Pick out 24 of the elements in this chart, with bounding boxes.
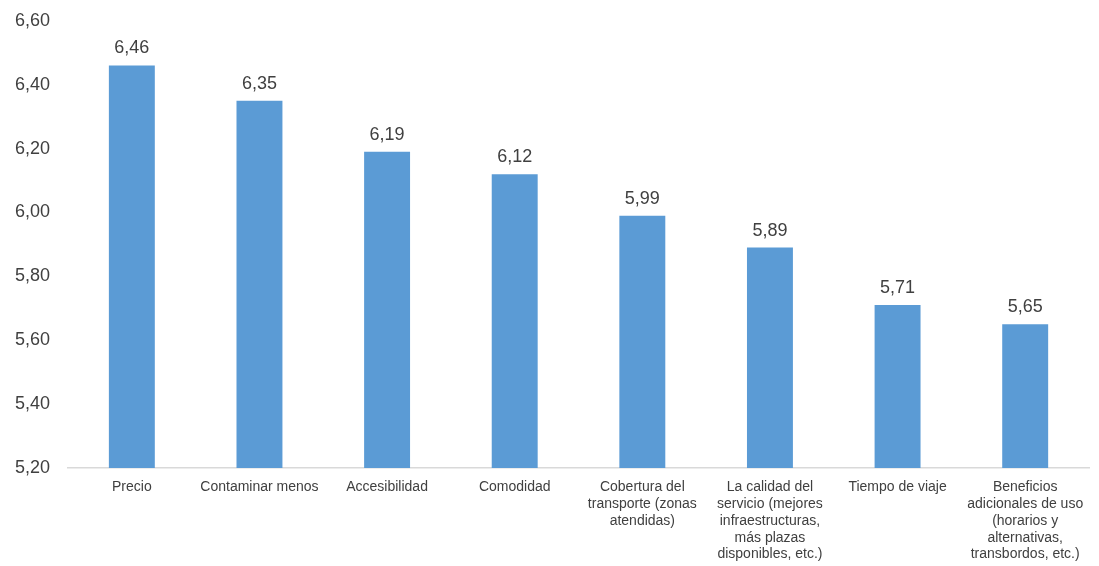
x-tick-label: Precio	[112, 478, 152, 495]
y-tick-label: 6,00	[14, 201, 51, 222]
x-tick-label: Tiempo de viaje	[848, 478, 947, 495]
y-tick-label: 5,60	[14, 329, 51, 350]
x-tick-label: Cobertura del transporte (zonas atendidas)	[587, 478, 697, 528]
data-label: 5,89	[752, 219, 788, 240]
x-tick-label: La calidad del servicio (mejores infraestructuras, más plazas disponibles, etc.)	[717, 478, 823, 562]
y-tick-label: 6,60	[14, 9, 51, 30]
data-label: 6,12	[497, 146, 533, 167]
data-label: 6,46	[114, 37, 150, 58]
data-label: 5,71	[880, 277, 916, 298]
x-tick-label: Beneficios adicionales de uso (horarios y alternativas, transbordos, etc.)	[967, 478, 1084, 562]
data-label: 6,19	[369, 123, 405, 144]
x-tick-label: Comodidad	[478, 478, 551, 495]
y-tick-label: 6,40	[14, 73, 51, 94]
y-tick-label: 5,80	[14, 265, 51, 286]
x-tick-label: Accesibilidad	[346, 478, 428, 495]
x-tick-label: Contaminar menos	[200, 478, 319, 495]
y-tick-label: 5,20	[14, 456, 51, 477]
y-tick-label: 6,20	[14, 137, 51, 158]
data-label: 6,35	[241, 72, 277, 93]
y-tick-label: 5,40	[14, 393, 51, 414]
data-label: 5,99	[624, 187, 660, 208]
data-label: 5,65	[1007, 296, 1043, 317]
